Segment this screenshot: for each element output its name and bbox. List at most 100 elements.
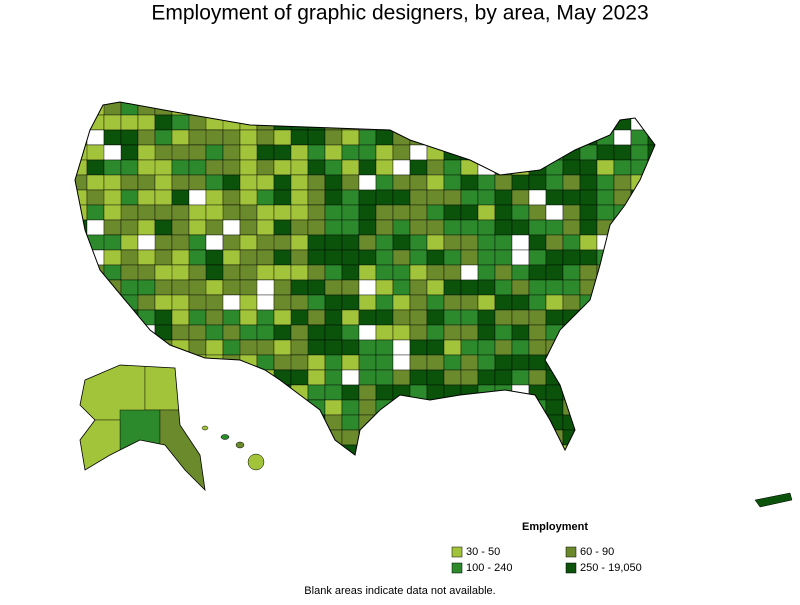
area — [273, 279, 292, 296]
area — [205, 369, 241, 386]
area — [596, 159, 615, 176]
area — [290, 189, 309, 206]
area — [545, 369, 564, 386]
area — [341, 102, 360, 116]
area — [273, 219, 292, 236]
area — [647, 159, 655, 176]
area — [443, 309, 462, 326]
area — [460, 234, 479, 251]
area — [460, 429, 479, 446]
area — [477, 219, 496, 236]
area — [630, 444, 649, 455]
area — [392, 189, 411, 206]
area — [596, 174, 615, 191]
area — [358, 159, 377, 176]
area — [545, 129, 564, 146]
area — [460, 444, 479, 455]
area — [222, 264, 241, 281]
area — [273, 234, 292, 251]
hawaii — [201, 425, 265, 471]
area — [239, 114, 258, 131]
area — [154, 324, 173, 341]
alaska-outline — [79, 364, 206, 492]
area — [137, 174, 156, 191]
area — [613, 444, 632, 455]
area — [494, 429, 513, 446]
area — [375, 144, 394, 161]
area — [120, 339, 139, 356]
area — [375, 129, 394, 146]
area — [75, 339, 88, 356]
area — [613, 429, 632, 446]
area — [647, 144, 655, 161]
area — [630, 279, 649, 296]
area — [579, 279, 598, 296]
area — [528, 429, 547, 446]
area — [188, 159, 207, 176]
area — [103, 294, 122, 311]
area — [341, 384, 360, 401]
area — [375, 309, 394, 326]
area — [613, 114, 632, 131]
area — [375, 102, 394, 116]
area — [375, 339, 394, 356]
area — [494, 249, 513, 266]
area — [392, 174, 411, 191]
area — [324, 264, 343, 281]
area — [579, 114, 598, 131]
area — [647, 384, 655, 401]
area — [426, 399, 445, 416]
area — [596, 414, 615, 431]
area — [579, 429, 598, 446]
area — [443, 324, 462, 341]
area — [613, 249, 632, 266]
area — [647, 339, 655, 356]
area — [307, 129, 326, 146]
area — [477, 429, 496, 446]
area — [290, 429, 309, 446]
area — [375, 159, 394, 176]
area — [426, 129, 445, 146]
legend-label: 60 - 90 — [580, 546, 614, 558]
area — [256, 324, 275, 341]
area — [205, 324, 224, 341]
area — [222, 219, 241, 236]
area — [596, 144, 615, 161]
area — [358, 429, 377, 446]
area — [290, 159, 309, 176]
area — [545, 174, 564, 191]
area — [120, 219, 139, 236]
area — [426, 204, 445, 221]
area — [647, 204, 655, 221]
area — [222, 159, 241, 176]
area — [290, 114, 309, 131]
area — [103, 234, 122, 251]
area — [545, 219, 564, 236]
area — [341, 354, 360, 371]
area — [341, 294, 360, 311]
area — [494, 384, 513, 401]
area — [341, 279, 360, 296]
area — [341, 159, 360, 176]
area — [358, 249, 377, 266]
area — [324, 249, 343, 266]
area — [477, 189, 496, 206]
area — [256, 219, 275, 236]
area — [75, 264, 88, 281]
area — [460, 102, 479, 116]
area — [562, 249, 581, 266]
area — [137, 309, 156, 326]
area — [205, 129, 224, 146]
area — [511, 174, 530, 191]
area — [205, 249, 224, 266]
area — [358, 354, 377, 371]
area — [528, 129, 547, 146]
area — [494, 264, 513, 281]
area — [562, 414, 581, 431]
area — [392, 429, 411, 446]
area — [511, 414, 530, 431]
area — [426, 234, 445, 251]
area — [426, 279, 445, 296]
area — [613, 204, 632, 221]
area — [562, 339, 581, 356]
